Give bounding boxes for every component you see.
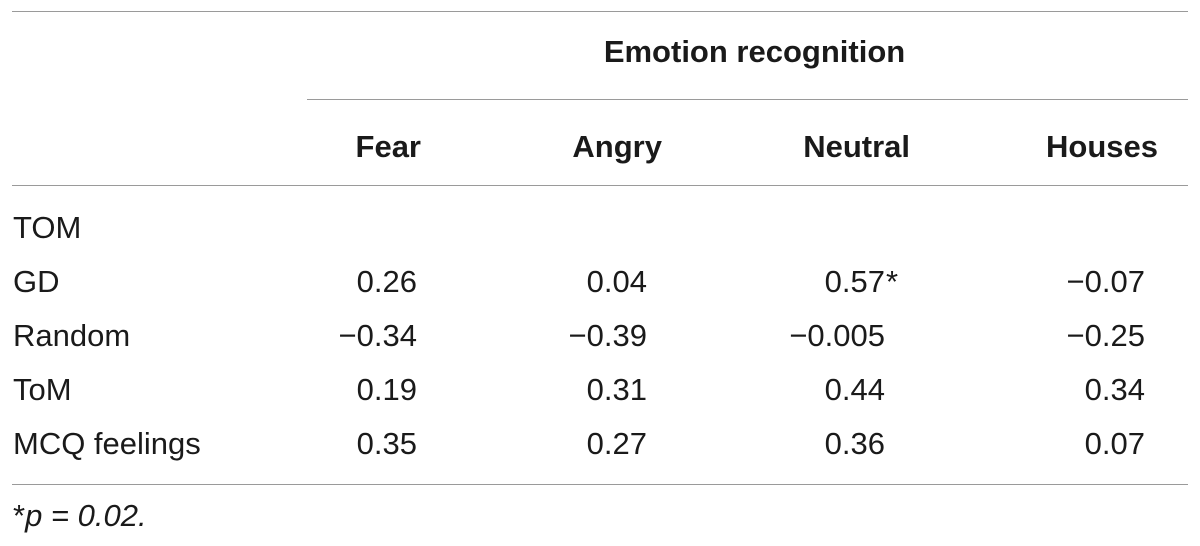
cell-houses: −0.25 [1066,318,1145,353]
column-header-angry: Angry [572,129,662,164]
table-footnote: *p = 0.02. [13,494,147,538]
column-header-fear: Fear [355,129,421,164]
cell-fear: 0.19 [356,372,417,407]
table-bottom-rule [12,484,1188,485]
table-top-rule [12,11,1188,12]
cell-neutral: 0.57 [824,264,885,299]
group-header: Emotion recognition [603,34,906,69]
row-label: MCQ feelings [13,426,201,461]
header-bottom-rule [12,185,1188,186]
cell-fear: 0.26 [356,264,417,299]
cell-neutral: 0.36 [824,426,885,461]
cell-houses: −0.07 [1066,264,1145,299]
column-header-houses: Houses [1046,129,1158,164]
cell-houses: 0.34 [1084,372,1145,407]
row-label: Random [13,318,131,353]
footnote-text: p = 0.02. [25,498,147,533]
cell-neutral: −0.005 [789,318,885,353]
column-header-neutral: Neutral [803,129,910,164]
cell-fear: −0.34 [338,318,417,353]
cell-neutral: 0.44 [824,372,885,407]
table-row: Random −0.34 −0.39 −0.005 −0.25 [0,314,1200,358]
row-label: ToM [13,372,72,407]
cell-angry: −0.39 [568,318,647,353]
cell-houses: 0.07 [1084,426,1145,461]
group-header-rule [307,99,1188,100]
row-label: GD [13,264,60,299]
section-label: TOM [13,210,82,245]
table-row: MCQ feelings 0.35 0.27 0.36 0.07 [0,422,1200,466]
table-row: GD 0.26 0.04 0.57 * −0.07 [0,260,1200,304]
footnote-mark: * [13,498,26,533]
cell-angry: 0.31 [586,372,647,407]
significance-mark: * [886,264,899,299]
cell-angry: 0.27 [586,426,647,461]
section-row: TOM [0,206,1200,250]
cell-fear: 0.35 [356,426,417,461]
cell-angry: 0.04 [586,264,647,299]
table-row: ToM 0.19 0.31 0.44 0.34 [0,368,1200,412]
